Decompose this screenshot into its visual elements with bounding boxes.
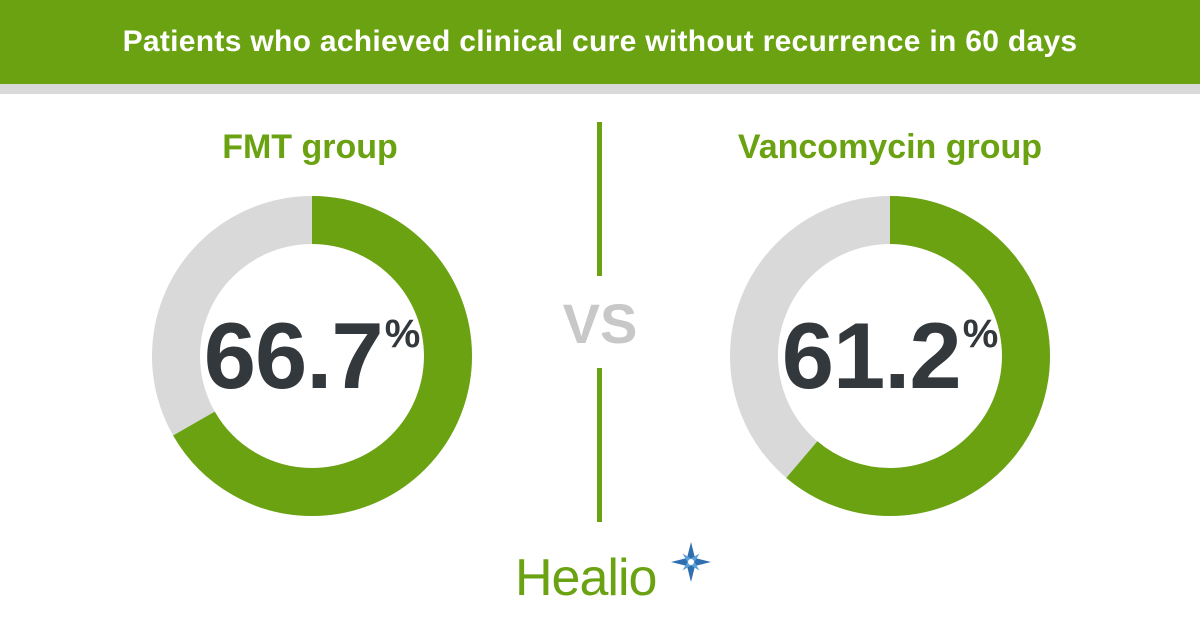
vancomycin-percent-sign: % (962, 312, 999, 356)
vancomycin-donut-svg (730, 196, 1050, 516)
header-banner: Patients who achieved clinical cure with… (0, 0, 1200, 84)
fmt-donut-chart: 66.7% (152, 196, 472, 516)
vancomycin-donut-chart: 61.2% (730, 196, 1050, 516)
fmt-percent-sign: % (384, 312, 421, 356)
star-icon (671, 542, 711, 582)
vancomycin-donut-value-arc (730, 196, 1050, 516)
page-title: Patients who achieved clinical cure with… (122, 25, 1078, 58)
fmt-group-label: FMT group (222, 128, 398, 166)
center-divider-top (597, 122, 602, 276)
vancomycin-percentage: 61.2% (730, 196, 1050, 516)
vancomycin-group-label: Vancomycin group (737, 128, 1043, 166)
vs-label: VS (562, 292, 638, 355)
logo-wordmark: Healio (515, 549, 657, 607)
fmt-value-label: 66.7 (203, 303, 384, 408)
fmt-percentage: 66.7% (152, 196, 472, 516)
center-divider-bottom (597, 368, 602, 522)
header-rule (0, 84, 1200, 94)
healio-logo: Healio (515, 540, 725, 610)
fmt-donut-value-arc (152, 196, 472, 516)
fmt-donut-svg (152, 196, 472, 516)
vancomycin-value-label: 61.2 (781, 303, 962, 408)
